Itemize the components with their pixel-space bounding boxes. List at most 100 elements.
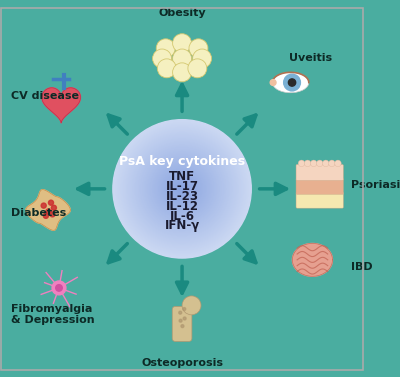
Circle shape <box>143 150 221 228</box>
Text: PsA key cytokines: PsA key cytokines <box>119 155 245 168</box>
FancyBboxPatch shape <box>296 178 343 194</box>
Text: CV disease: CV disease <box>11 91 79 101</box>
Circle shape <box>182 296 201 315</box>
Circle shape <box>128 134 236 243</box>
Circle shape <box>165 172 199 206</box>
Circle shape <box>152 159 212 219</box>
Circle shape <box>164 171 200 207</box>
Circle shape <box>130 137 234 241</box>
Text: IBD: IBD <box>351 262 373 272</box>
Circle shape <box>166 173 198 204</box>
Circle shape <box>116 123 248 254</box>
Circle shape <box>174 180 191 198</box>
Circle shape <box>322 160 329 167</box>
Circle shape <box>117 124 247 254</box>
Circle shape <box>140 147 224 230</box>
Circle shape <box>126 133 238 245</box>
Text: Osteoporosis: Osteoporosis <box>141 358 223 368</box>
Circle shape <box>151 158 213 220</box>
Circle shape <box>48 200 54 205</box>
Circle shape <box>172 179 192 198</box>
Circle shape <box>115 121 250 256</box>
Circle shape <box>173 34 192 53</box>
Circle shape <box>156 39 175 58</box>
Circle shape <box>123 130 241 248</box>
Circle shape <box>177 184 187 194</box>
Circle shape <box>310 160 317 167</box>
Circle shape <box>172 178 192 199</box>
Circle shape <box>316 160 323 167</box>
Circle shape <box>157 59 176 78</box>
Circle shape <box>43 213 48 218</box>
Circle shape <box>170 177 194 201</box>
Circle shape <box>183 308 186 311</box>
Circle shape <box>180 187 184 191</box>
Circle shape <box>128 135 236 242</box>
Circle shape <box>183 317 186 320</box>
Circle shape <box>122 128 243 250</box>
Circle shape <box>142 149 222 228</box>
FancyBboxPatch shape <box>172 307 192 342</box>
Circle shape <box>124 131 240 247</box>
Circle shape <box>174 181 190 197</box>
Text: Psoriasis: Psoriasis <box>351 180 400 190</box>
Circle shape <box>138 145 226 233</box>
Circle shape <box>162 169 202 209</box>
Circle shape <box>132 139 232 239</box>
Circle shape <box>154 160 211 218</box>
Circle shape <box>41 203 46 208</box>
Polygon shape <box>292 244 332 276</box>
Text: IL-17: IL-17 <box>166 180 198 193</box>
Circle shape <box>328 160 335 167</box>
FancyBboxPatch shape <box>296 164 343 181</box>
Circle shape <box>188 59 207 78</box>
Circle shape <box>133 139 231 238</box>
Circle shape <box>120 127 244 251</box>
Circle shape <box>135 142 229 236</box>
Circle shape <box>169 176 195 202</box>
Text: Obesity: Obesity <box>158 8 206 18</box>
Circle shape <box>142 148 223 230</box>
Circle shape <box>46 209 51 214</box>
Text: IL-12: IL-12 <box>166 200 198 213</box>
Circle shape <box>119 126 245 252</box>
Circle shape <box>157 164 207 214</box>
Circle shape <box>50 212 55 217</box>
Circle shape <box>153 159 212 218</box>
Text: IL-6: IL-6 <box>170 210 194 223</box>
Text: TNF: TNF <box>169 170 195 183</box>
Circle shape <box>116 122 249 256</box>
Circle shape <box>139 146 225 232</box>
Circle shape <box>173 49 192 68</box>
Circle shape <box>168 175 196 203</box>
Circle shape <box>298 160 305 167</box>
Circle shape <box>159 166 206 212</box>
FancyBboxPatch shape <box>296 192 343 208</box>
Circle shape <box>147 153 218 224</box>
Circle shape <box>118 125 246 253</box>
Circle shape <box>158 165 206 213</box>
Text: Fibromyalgia
& Depression: Fibromyalgia & Depression <box>11 304 94 325</box>
Circle shape <box>137 144 227 234</box>
Circle shape <box>304 160 311 167</box>
Circle shape <box>154 161 210 216</box>
Polygon shape <box>42 88 80 123</box>
Circle shape <box>51 205 56 210</box>
Circle shape <box>146 153 218 225</box>
Circle shape <box>140 147 224 231</box>
Circle shape <box>193 49 212 68</box>
Circle shape <box>134 141 230 236</box>
Circle shape <box>122 129 242 248</box>
Circle shape <box>181 188 183 190</box>
Circle shape <box>150 157 214 221</box>
Circle shape <box>52 281 66 295</box>
Circle shape <box>131 138 233 240</box>
Text: IFN-γ: IFN-γ <box>164 219 200 233</box>
Circle shape <box>181 325 184 328</box>
Circle shape <box>167 174 197 204</box>
Circle shape <box>145 152 219 226</box>
Circle shape <box>152 49 172 68</box>
Circle shape <box>179 319 182 322</box>
Circle shape <box>149 156 215 222</box>
Circle shape <box>148 155 216 222</box>
